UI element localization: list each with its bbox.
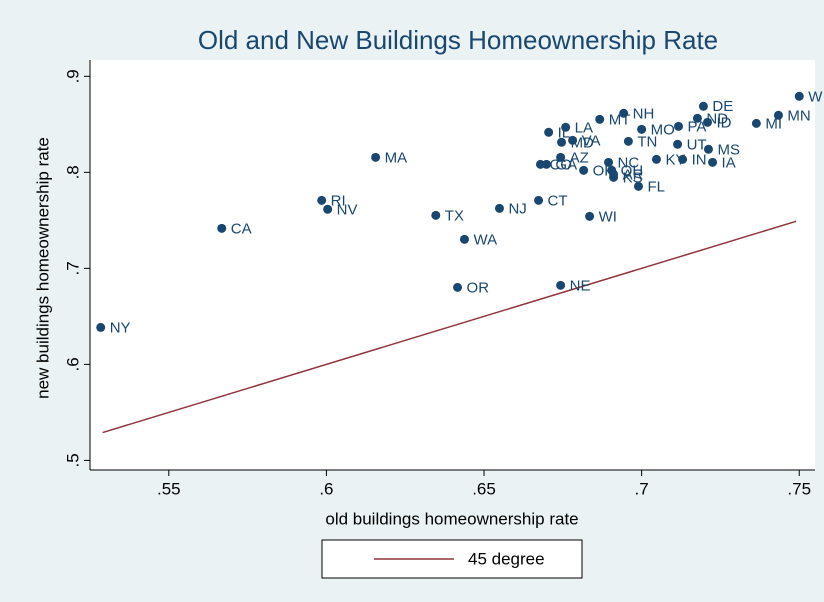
point-label: NJ — [508, 200, 526, 217]
point — [317, 195, 327, 205]
point — [544, 127, 554, 137]
y-tick-label: .5 — [63, 453, 82, 467]
point-label: OH — [621, 162, 644, 179]
point — [773, 110, 783, 120]
point — [692, 113, 702, 123]
point-label: MO — [651, 121, 675, 138]
point-label: CO — [549, 156, 572, 173]
point-label: NE — [570, 277, 591, 294]
point-label: DE — [712, 98, 733, 115]
point — [561, 122, 571, 132]
x-tick-label: .65 — [472, 479, 496, 498]
point — [698, 101, 708, 111]
point — [751, 118, 761, 128]
point — [568, 135, 578, 145]
point-label: NC — [618, 154, 640, 171]
point — [595, 114, 605, 124]
y-axis-label: new buildings homeownership rate — [33, 137, 52, 399]
y-tick-label: .9 — [63, 69, 82, 83]
point-label: PA — [688, 118, 707, 135]
point-label: MA — [385, 149, 408, 166]
point-label: WA — [473, 231, 497, 248]
point — [673, 139, 683, 149]
reference-line — [102, 220, 797, 434]
point-label: ND — [706, 110, 728, 127]
y-tick-label: .8 — [63, 165, 82, 179]
point — [619, 108, 629, 118]
point — [678, 154, 688, 164]
point-label: RI — [331, 192, 346, 209]
point-label: CT — [548, 192, 568, 209]
point-label: ID — [717, 114, 732, 131]
point — [637, 124, 647, 134]
y-tick-label: .7 — [63, 261, 82, 275]
point-label: UT — [687, 136, 707, 153]
point-label: CA — [231, 220, 252, 237]
point — [609, 172, 619, 182]
point — [604, 157, 614, 167]
point — [557, 137, 567, 147]
point — [556, 280, 566, 290]
y-tick-label: .6 — [63, 357, 82, 371]
point-label: IA — [722, 154, 736, 171]
point — [703, 144, 713, 154]
point-label: OR — [467, 279, 490, 296]
x-tick-label: .7 — [635, 479, 649, 498]
point-label: NY — [110, 319, 131, 336]
point — [633, 181, 643, 191]
point — [623, 136, 633, 146]
point — [794, 91, 804, 101]
point — [708, 157, 718, 167]
x-tick-label: .6 — [319, 479, 333, 498]
point — [585, 211, 595, 221]
plot-area — [90, 60, 815, 470]
point-label: MS — [717, 141, 740, 158]
point — [556, 152, 566, 162]
point-label: TN — [637, 133, 657, 150]
point-label: NV — [337, 201, 358, 218]
point — [459, 234, 469, 244]
x-tick-label: .75 — [787, 479, 811, 498]
chart-title: Old and New Buildings Homeownership Rate — [198, 25, 718, 55]
legend-label: 45 degree — [468, 549, 545, 568]
point-label: LA — [575, 119, 593, 136]
point-label: FL — [647, 178, 665, 195]
point — [453, 282, 463, 292]
x-tick-label: .55 — [157, 479, 181, 498]
point — [579, 165, 589, 175]
point — [494, 203, 504, 213]
point-label: VA — [582, 132, 601, 149]
point-label: W — [808, 88, 823, 105]
point — [703, 117, 713, 127]
point — [217, 223, 227, 233]
x-axis-label: old buildings homeownership rate — [325, 509, 578, 528]
point — [96, 322, 106, 332]
point-label: TX — [445, 207, 464, 224]
point-label: NH — [633, 105, 655, 122]
point — [651, 154, 661, 164]
point-label: AZ — [570, 149, 589, 166]
point-label: GA — [555, 156, 577, 173]
point — [323, 204, 333, 214]
point — [534, 195, 544, 205]
point — [541, 159, 551, 169]
point — [674, 121, 684, 131]
point-label: MN — [787, 107, 810, 124]
point — [371, 152, 381, 162]
point-label: WI — [599, 208, 617, 225]
point-label: IN — [692, 151, 707, 168]
point — [431, 210, 441, 220]
point-label: AR — [623, 166, 644, 183]
